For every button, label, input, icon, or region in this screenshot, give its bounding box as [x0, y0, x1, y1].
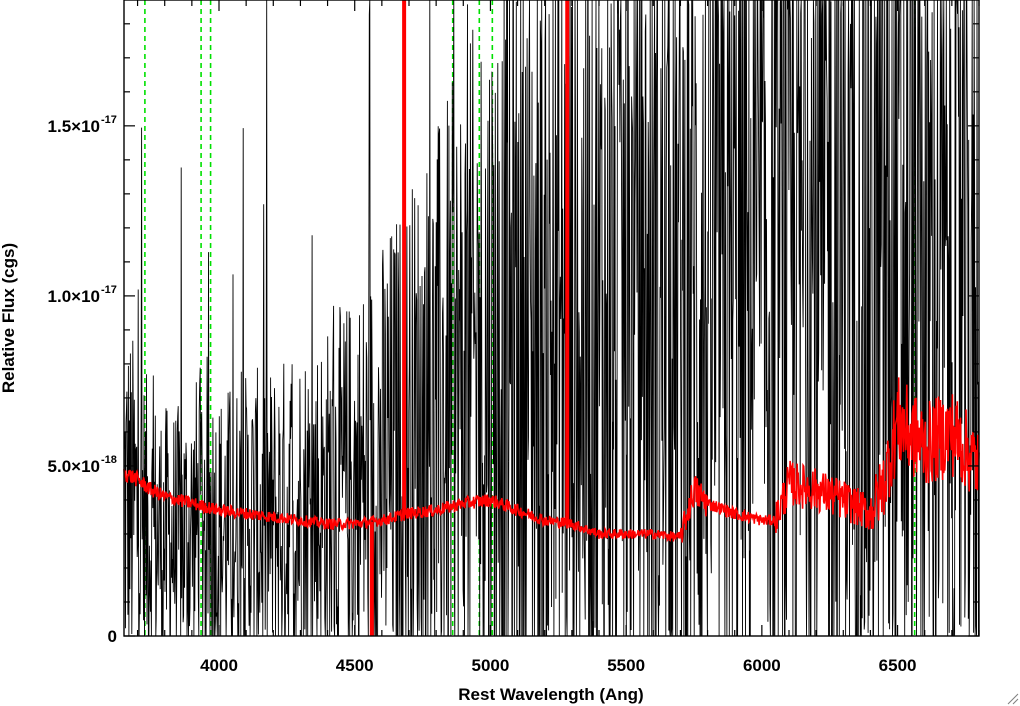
resize-grip-icon[interactable]	[1007, 693, 1019, 705]
observed-spectrum-series	[123, 0, 979, 637]
x-tick-label: 5500	[607, 656, 645, 675]
observed-spectrum-line	[123, 0, 979, 637]
y-tick-exponent: -18	[101, 454, 117, 466]
x-axis-title: Rest Wavelength (Ang)	[458, 685, 643, 704]
model-spectrum-line	[123, 377, 980, 543]
y-tick-label: 0	[108, 627, 117, 646]
y-tick-exponent: -17	[101, 114, 117, 126]
y-tick-label: 1.5×10	[48, 117, 100, 136]
y-tick-label: 5.0×10	[48, 457, 100, 476]
x-tick-label: 6500	[879, 656, 917, 675]
y-tick-label: 1.0×10	[48, 287, 100, 306]
plot-axes	[123, 0, 980, 637]
y-tick-exponent: -17	[101, 284, 117, 296]
x-tick-label: 4000	[200, 656, 238, 675]
model-spectrum-series	[123, 0, 980, 636]
x-tick-label: 6000	[743, 656, 781, 675]
x-tick-label: 5000	[472, 656, 510, 675]
plot-frame	[123, 0, 980, 637]
tick-labels: 4000 4500 5000 5500 6000 6500 0 5.0×10 -18 1.0×10…	[48, 114, 917, 675]
x-tick-label: 4500	[336, 656, 374, 675]
y-axis-title: Relative Flux (cgs)	[0, 243, 18, 393]
